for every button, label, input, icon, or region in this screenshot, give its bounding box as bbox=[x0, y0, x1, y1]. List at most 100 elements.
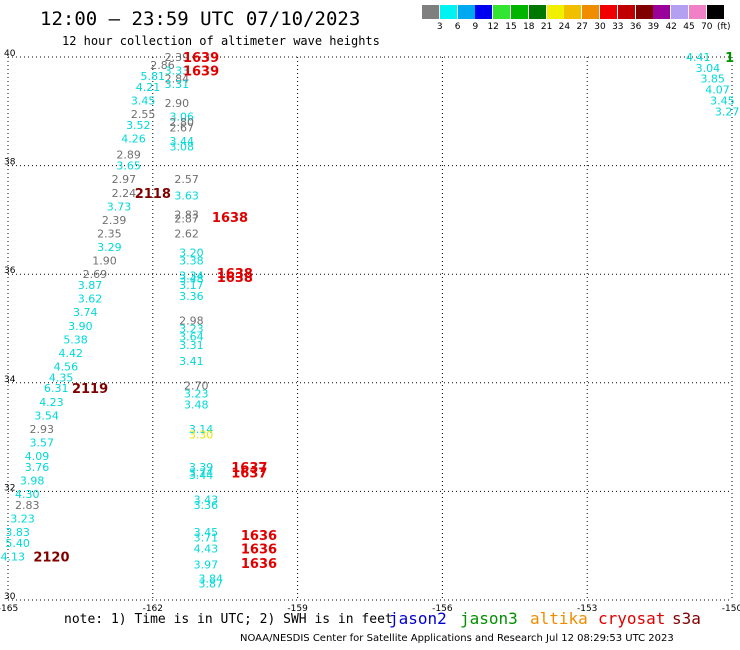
wave-height-label: 3.74 bbox=[73, 306, 98, 319]
time-label: 1638 bbox=[217, 271, 253, 286]
wave-height-label: 2.39 bbox=[102, 214, 127, 227]
color-scale-swatch bbox=[653, 5, 671, 19]
color-scale-label: 42 bbox=[665, 22, 677, 32]
x-tick-label: -156 bbox=[432, 604, 453, 614]
wave-height-label: 2.98 bbox=[179, 314, 204, 327]
wave-height-label: 3.31 bbox=[165, 78, 190, 91]
color-scale-swatch bbox=[600, 5, 617, 19]
wave-height-label: 3.64 bbox=[179, 331, 204, 344]
wave-height-label: 3.45 bbox=[710, 94, 735, 107]
wave-height-label: 4.13 bbox=[1, 551, 26, 564]
note-text: note: 1) Time is in UTC; 2) SWH is in fe… bbox=[64, 612, 393, 627]
wave-height-label: 3.23 bbox=[184, 388, 209, 401]
wave-height-label: 3.85 bbox=[700, 73, 725, 86]
satellite-legend-item: s3a bbox=[672, 609, 701, 628]
color-scale-swatch bbox=[635, 5, 653, 19]
y-tick-label: 40 bbox=[4, 49, 16, 59]
wave-height-label: 2.93 bbox=[30, 423, 55, 436]
color-scale-swatch bbox=[546, 5, 564, 19]
color-scale-unit: (ft) bbox=[717, 22, 731, 32]
wave-height-label: 2.62 bbox=[174, 227, 199, 240]
color-scale-swatch bbox=[457, 5, 475, 19]
color-scale-label: 24 bbox=[558, 22, 571, 32]
y-tick-label: 34 bbox=[4, 375, 16, 385]
wave-height-label: 3.76 bbox=[25, 461, 50, 474]
wave-height-label: 3.52 bbox=[126, 119, 151, 132]
color-scale-swatch bbox=[671, 5, 689, 19]
wave-height-label: 6.31 bbox=[44, 382, 69, 395]
color-scale-swatch bbox=[439, 5, 457, 19]
wave-height-label: 2.24 bbox=[112, 187, 137, 200]
wave-height-label: 3.43 bbox=[194, 494, 219, 507]
wave-height-label: 3.48 bbox=[179, 273, 204, 286]
wave-height-label: 3.87 bbox=[198, 578, 223, 591]
time-label: 1639 bbox=[183, 65, 219, 80]
wave-height-label: 3.57 bbox=[30, 437, 55, 450]
color-scale-swatch bbox=[528, 5, 546, 19]
x-tick-label: -150 bbox=[722, 604, 740, 614]
wave-height-label: 4.23 bbox=[39, 396, 64, 409]
wave-height-label: 2.69 bbox=[83, 268, 108, 281]
color-scale-label: 3 bbox=[436, 22, 443, 32]
color-scale-label: 27 bbox=[576, 22, 588, 32]
wave-height-label: 4.42 bbox=[58, 347, 83, 360]
wave-height-label: 2.70 bbox=[184, 380, 209, 393]
color-scale-label: 45 bbox=[683, 22, 695, 32]
wave-height-label: 3.98 bbox=[20, 475, 45, 488]
wave-height-label: 4.41 bbox=[686, 51, 711, 64]
time-label: 1637 bbox=[231, 461, 267, 476]
color-scale-swatch bbox=[689, 5, 706, 19]
wave-height-label: 4.30 bbox=[15, 488, 40, 501]
color-scale-swatch bbox=[617, 5, 635, 19]
wave-height-label: 3.45 bbox=[194, 526, 219, 539]
wave-height-label: 3.97 bbox=[194, 559, 219, 572]
page-title: 12:00 — 23:59 UTC 07/10/2023 bbox=[40, 8, 361, 30]
wave-height-label: 5.40 bbox=[5, 537, 30, 550]
color-scale-swatch bbox=[493, 5, 511, 19]
wave-height-label: 4.43 bbox=[194, 542, 219, 555]
wave-height-label: 4.35 bbox=[49, 371, 74, 384]
x-tick-label: -165 bbox=[0, 604, 18, 614]
wave-height-label: 3.36 bbox=[194, 499, 219, 512]
wave-height-label: 5.38 bbox=[63, 333, 88, 346]
satellite-legend-item: altika bbox=[530, 609, 588, 628]
wave-height-label: 2.90 bbox=[165, 97, 190, 110]
wave-height-label: 3.29 bbox=[97, 241, 122, 254]
wave-height-label: 3.20 bbox=[179, 246, 204, 259]
satellite-legend-item: cryosat bbox=[598, 609, 666, 628]
wave-height-label: 2.84 bbox=[165, 73, 190, 86]
wave-height-label: 2.83 bbox=[15, 499, 40, 512]
wave-height-label: 3.73 bbox=[107, 200, 132, 213]
wave-height-label: 3.65 bbox=[116, 160, 141, 173]
color-scale-label: 15 bbox=[505, 22, 517, 32]
wave-height-label: 4.07 bbox=[705, 84, 730, 97]
wave-height-label: 3.41 bbox=[179, 355, 204, 368]
color-scale-swatch bbox=[475, 5, 493, 19]
wave-height-label: 2.89 bbox=[116, 149, 141, 162]
time-label: 1 bbox=[725, 51, 734, 66]
color-scale-label: 6 bbox=[454, 22, 461, 32]
wave-height-label: 4.21 bbox=[136, 81, 161, 94]
wave-height-label: 2.87 bbox=[174, 212, 199, 225]
color-scale-label: 9 bbox=[472, 22, 479, 32]
footer-credit: NOAA/NESDIS Center for Satellite Applica… bbox=[240, 633, 674, 644]
wave-height-label: 3.04 bbox=[696, 62, 721, 75]
wave-height-label: 2.86 bbox=[150, 59, 175, 72]
y-tick-label: 30 bbox=[4, 592, 16, 602]
wave-height-label: 2.97 bbox=[112, 173, 137, 186]
wave-height-label: 3.63 bbox=[174, 189, 199, 202]
time-label: 2118 bbox=[135, 187, 171, 202]
wave-height-label: 3.34 bbox=[179, 269, 204, 282]
x-tick-label: -159 bbox=[287, 604, 308, 614]
wave-height-label: 3.45 bbox=[131, 94, 156, 107]
time-label: 1636 bbox=[241, 557, 277, 572]
satellite-legend-item: jason3 bbox=[460, 609, 518, 628]
wave-height-label: 3.44 bbox=[170, 135, 195, 148]
time-label: 1639 bbox=[183, 51, 219, 66]
color-scale-swatch bbox=[511, 5, 528, 19]
time-label: 1638 bbox=[212, 211, 248, 226]
time-label: 2119 bbox=[72, 382, 108, 397]
wave-height-label: 2.39 bbox=[165, 51, 190, 64]
wave-height-label: 4.26 bbox=[121, 132, 146, 145]
